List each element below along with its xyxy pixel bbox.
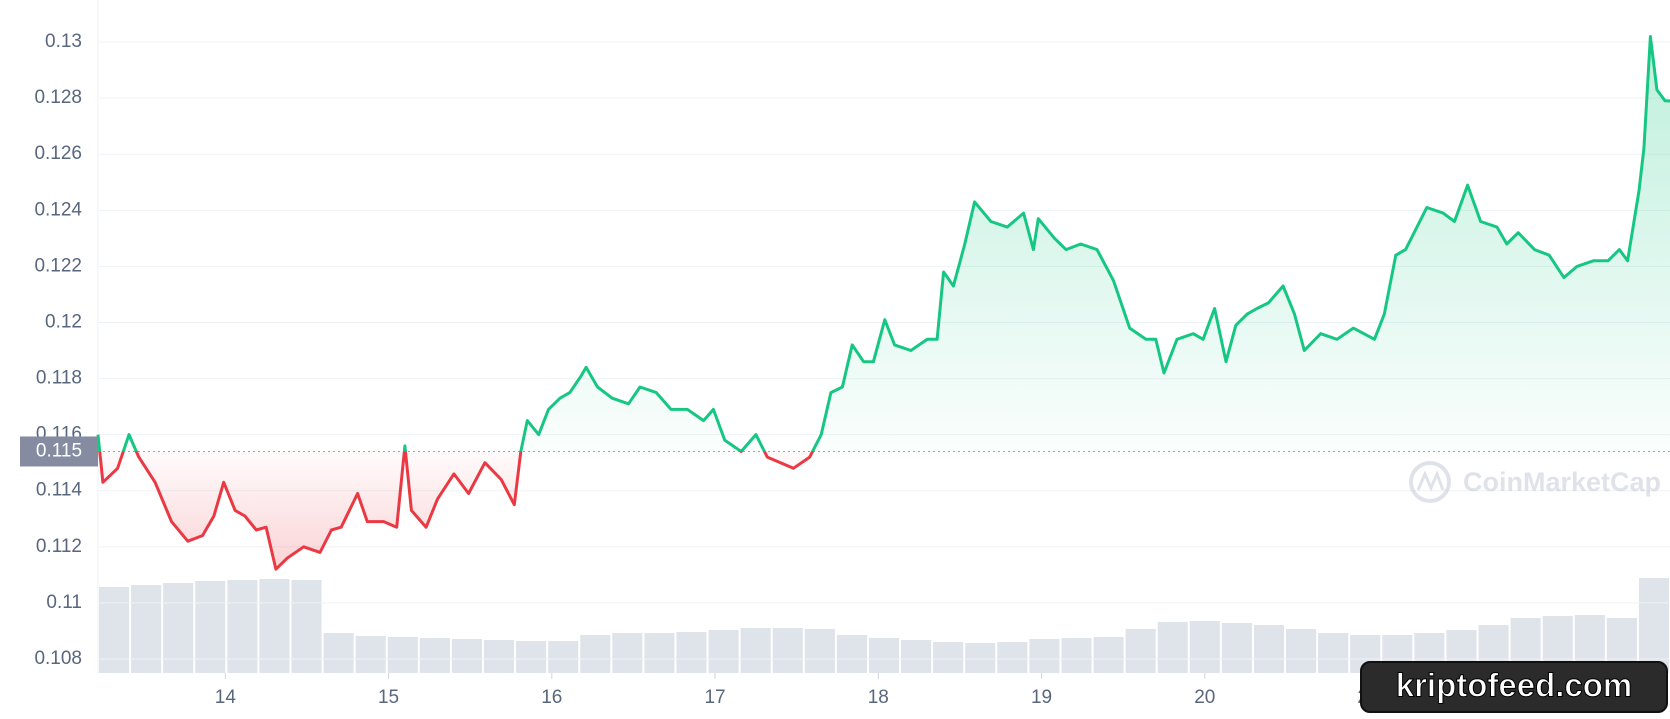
volume-bar: [1189, 621, 1220, 673]
volume-bar: [644, 633, 675, 673]
volume-bar: [901, 640, 932, 673]
volume-bar: [612, 633, 643, 673]
watermark: CoinMarketCap: [1463, 467, 1661, 497]
volume-bar: [227, 580, 258, 673]
volume-bar: [419, 638, 450, 673]
baseline-label: 0.115: [36, 440, 82, 461]
watermark-group: CoinMarketCap: [1409, 461, 1661, 503]
price-line: [96, 35, 1670, 571]
x-tick-label: 14: [215, 687, 237, 708]
overlay-badge: kriptofeed.com: [1360, 661, 1668, 713]
y-tick-label: 0.128: [34, 87, 82, 108]
y-tick-label: 0.124: [34, 199, 82, 220]
overlay-text: kriptofeed.com: [1396, 667, 1633, 704]
y-tick-label: 0.122: [34, 255, 82, 276]
baseline-label-box: [20, 436, 98, 467]
x-tick-label: 20: [1194, 687, 1215, 708]
volume-bar: [997, 642, 1028, 673]
volume-bar: [772, 628, 803, 673]
volume-bar: [355, 636, 386, 673]
volume-bar: [580, 635, 611, 673]
volume-bar: [1286, 629, 1317, 673]
volume-bar: [676, 632, 707, 673]
y-tick-label: 0.114: [36, 480, 83, 501]
volume-bar: [836, 635, 867, 673]
plot-layer: 0.115: [20, 35, 1670, 571]
volume-bar: [1029, 639, 1060, 673]
volume-bar: [1638, 578, 1669, 673]
y-tick-label: 0.11: [46, 592, 82, 613]
x-tick-label: 19: [1031, 687, 1052, 708]
volume-bar: [163, 583, 194, 673]
grid-layer: 0.1080.110.1120.1140.1160.1180.120.1220.…: [34, 0, 1670, 708]
overlay-box: [1360, 661, 1668, 713]
watermark-logo-mark: [1416, 469, 1445, 492]
volume-bar: [323, 633, 354, 673]
x-tick-label: 15: [378, 687, 399, 708]
watermark-logo: [1409, 461, 1451, 503]
y-tick-label: 0.12: [45, 311, 82, 332]
volume-bar: [868, 638, 900, 673]
volume-bar: [516, 641, 547, 673]
volume-bar: [1093, 637, 1124, 673]
volume-bar: [1318, 633, 1349, 673]
volume-bar: [483, 640, 515, 673]
volume-bar: [740, 628, 771, 673]
volume-bar: [548, 641, 579, 673]
volume-bar: [259, 579, 290, 673]
y-tick-label: 0.13: [45, 31, 82, 52]
volume-bar: [1221, 623, 1252, 673]
x-tick-label: 17: [704, 687, 725, 708]
area: [98, 36, 1670, 570]
y-tick-label: 0.126: [34, 143, 82, 164]
volume-bar: [804, 629, 835, 673]
x-tick-label: 16: [541, 687, 562, 708]
x-tick-label: 18: [868, 687, 889, 708]
y-tick-label: 0.108: [34, 648, 82, 669]
volume-bar: [1157, 622, 1188, 673]
volume-bar: [1253, 625, 1285, 673]
y-tick-label: 0.112: [36, 536, 82, 557]
volume-bar: [451, 639, 482, 673]
volume-bar: [99, 587, 130, 673]
volume-bar: [291, 580, 322, 673]
volume-bar: [387, 637, 418, 673]
volume-bar: [195, 581, 226, 673]
volume-bar: [1125, 629, 1156, 673]
volume-bar: [708, 630, 739, 673]
volume-bar: [1061, 638, 1092, 673]
volume-bar: [965, 643, 996, 673]
volume-bar: [933, 642, 964, 673]
volume-bar: [131, 585, 162, 673]
y-tick-label: 0.118: [36, 368, 82, 389]
